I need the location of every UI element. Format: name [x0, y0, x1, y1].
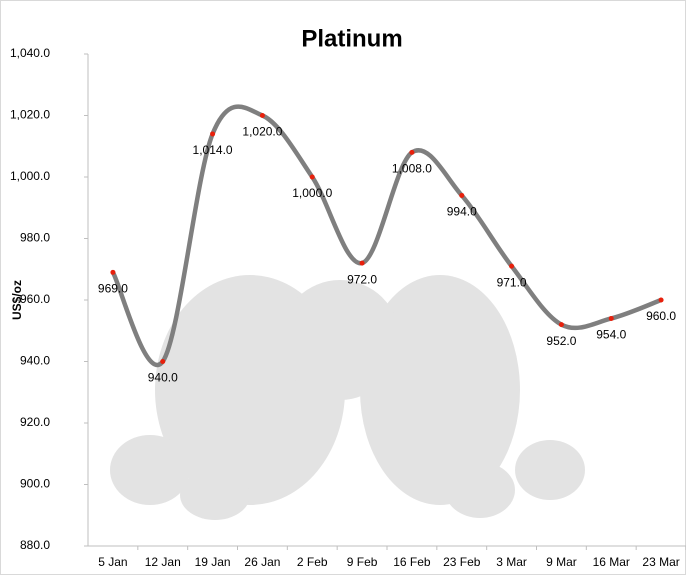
x-tick-label: 5 Jan — [98, 555, 127, 569]
rock — [110, 435, 190, 505]
marker — [608, 315, 614, 321]
y-axis-label: US$/oz — [10, 280, 24, 320]
x-tick-label: 2 Feb — [297, 555, 328, 569]
marker — [359, 260, 365, 266]
y-tick-label: 880.0 — [20, 538, 50, 552]
x-tick-label: 26 Jan — [244, 555, 280, 569]
y-tick-label: 920.0 — [20, 415, 50, 429]
x-tick-label: 12 Jan — [145, 555, 181, 569]
marker — [110, 269, 116, 275]
marker — [658, 297, 664, 303]
data-label: 1,014.0 — [193, 143, 233, 157]
rock — [360, 275, 520, 505]
marker — [558, 322, 564, 328]
y-tick-label: 1,020.0 — [10, 108, 50, 122]
x-tick-label: 23 Feb — [443, 555, 481, 569]
data-label: 1,020.0 — [242, 125, 282, 139]
data-label: 1,000.0 — [292, 186, 332, 200]
rock — [280, 280, 400, 400]
x-tick-label: 16 Feb — [393, 555, 431, 569]
y-tick-label: 1,000.0 — [10, 169, 50, 183]
rock — [515, 440, 585, 500]
y-tick-label: 980.0 — [20, 231, 50, 245]
background-rocks — [110, 275, 585, 520]
y-tick-label: 1,040.0 — [10, 46, 50, 60]
data-label: 971.0 — [497, 275, 527, 289]
data-label: 972.0 — [347, 272, 377, 286]
x-tick-label: 19 Jan — [195, 555, 231, 569]
x-tick-label: 3 Mar — [496, 555, 527, 569]
data-label: 954.0 — [596, 328, 626, 342]
marker — [309, 174, 315, 180]
data-label: 940.0 — [148, 371, 178, 385]
marker — [259, 113, 265, 118]
marker — [210, 131, 216, 137]
chart-title: Platinum — [301, 25, 402, 52]
data-label: 969.0 — [98, 281, 128, 295]
marker — [409, 149, 415, 155]
x-tick-label: 23 Mar — [642, 555, 679, 569]
y-tick-label: 940.0 — [20, 354, 50, 368]
marker — [459, 192, 465, 198]
y-tick-label: 960.0 — [20, 292, 50, 306]
rock — [180, 470, 250, 520]
data-label: 1,008.0 — [392, 162, 432, 176]
data-label: 952.0 — [546, 334, 576, 348]
y-tick-label: 900.0 — [20, 477, 50, 491]
marker — [160, 359, 166, 364]
marker — [509, 263, 515, 269]
data-label: 960.0 — [646, 309, 676, 323]
x-tick-label: 9 Feb — [347, 555, 378, 569]
rock — [445, 462, 515, 518]
x-tick-label: 16 Mar — [593, 555, 630, 569]
data-label: 994.0 — [447, 205, 477, 219]
x-tick-label: 9 Mar — [546, 555, 577, 569]
